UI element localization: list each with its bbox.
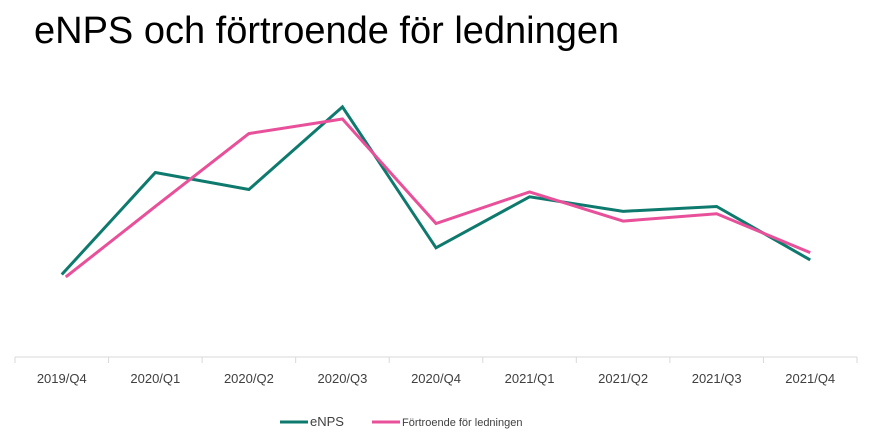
legend: eNPS Förtroende för ledningen [280,414,522,429]
series-lines [60,104,811,279]
x-tick-label: 2021/Q4 [785,371,835,386]
x-tick-label: 2021/Q1 [505,371,555,386]
x-tick-label: 2020/Q3 [318,371,368,386]
chart-title: eNPS och förtroende för ledningen [34,10,620,52]
x-axis: 2019/Q4 2020/Q1 2020/Q2 2020/Q3 2020/Q4 2021/… [14,356,858,386]
series-line-fortroende [64,117,811,279]
legend-label: Förtroende för ledningen [402,417,522,429]
x-tick-label: 2020/Q2 [224,371,274,386]
x-tick-label: 2021/Q3 [692,371,742,386]
legend-label: eNPS [310,414,344,429]
x-tick-label: 2020/Q4 [411,371,461,386]
x-tick-label: 2020/Q1 [130,371,180,386]
x-tick-label: 2021/Q2 [598,371,648,386]
x-tick-label: 2019/Q4 [37,371,87,386]
